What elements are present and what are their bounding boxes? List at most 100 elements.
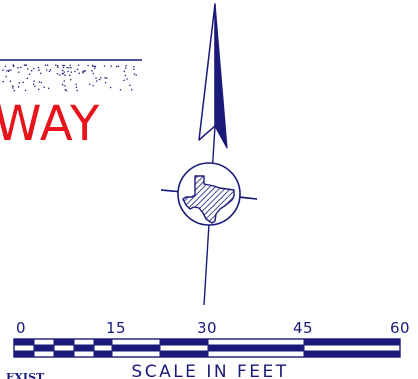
stipple-dot — [126, 78, 128, 80]
stipple-dot — [95, 80, 98, 82]
stipple-dot — [92, 65, 94, 68]
stipple-dot — [40, 81, 43, 84]
stipple-dot — [115, 65, 118, 68]
scale-bar-segment — [13, 350, 35, 358]
stipple-dot — [33, 67, 35, 70]
stipple-dot — [30, 70, 33, 72]
stipple-dot — [69, 64, 71, 66]
scale-bar-segment — [33, 350, 55, 358]
north-arrow-open-half — [198, 3, 216, 141]
stipple-dot — [95, 77, 97, 79]
stipple-dot — [74, 70, 76, 73]
stipple-dot — [123, 70, 126, 73]
scale-bar-segment — [111, 338, 161, 346]
scale-bar-segment — [111, 350, 161, 358]
stipple-dot — [38, 81, 41, 83]
stipple-dot — [37, 66, 40, 69]
stipple-dot — [6, 69, 8, 72]
stipple-dot — [65, 89, 68, 92]
corner-label: EXIST — [6, 371, 45, 379]
stipple-dot — [104, 76, 106, 79]
stipple-dot — [87, 64, 89, 67]
stipple-dot — [75, 83, 77, 86]
stipple-dot — [17, 71, 20, 73]
scale-bar-segment — [73, 344, 95, 352]
stipple-dot — [61, 83, 64, 86]
scale-bar-segment — [159, 344, 209, 352]
scale-caption: SCALE IN FEET — [131, 362, 288, 379]
stipple-dot — [9, 80, 12, 82]
scale-bar-segment — [207, 344, 305, 352]
stipple-dot — [38, 88, 40, 90]
stipple-dot — [24, 89, 27, 92]
texas-state-outline-icon — [182, 175, 235, 224]
stipple-dot — [47, 87, 50, 89]
stipple-dot — [76, 68, 79, 71]
stipple-dot — [32, 83, 35, 86]
stipple-dot — [133, 66, 135, 68]
stipple-dot — [98, 78, 101, 81]
scale-bar-segment — [53, 350, 75, 358]
stipple-dot — [117, 65, 120, 67]
stipple-dot — [61, 69, 64, 72]
stipple-dot — [12, 87, 14, 89]
stipple-dot — [83, 70, 86, 72]
stipple-dot — [88, 83, 91, 86]
stipple-dot — [43, 86, 45, 89]
stipple-dot — [92, 72, 95, 75]
stipple-dot — [63, 64, 65, 67]
stipple-dot — [38, 69, 40, 71]
stipple-dot — [13, 89, 16, 92]
stipple-dot — [105, 77, 108, 79]
stipple-dot — [62, 64, 64, 67]
scale-bar-segment — [303, 344, 401, 352]
scale-bar-segment — [159, 338, 209, 346]
stipple-dot — [63, 71, 65, 73]
stipple-dot — [64, 85, 66, 87]
scale-bar-segments — [13, 338, 401, 358]
stipple-dot — [78, 72, 81, 74]
stipple-dot — [133, 68, 135, 71]
north-arrow-solid-half — [214, 3, 228, 149]
stipple-dot — [70, 71, 73, 73]
stipple-dot — [103, 65, 106, 67]
stipple-dot — [135, 74, 137, 76]
scale-bar-segment — [53, 344, 75, 352]
stipple-dot — [57, 66, 59, 69]
stipple-dot — [76, 89, 78, 92]
scale-bar-segment — [93, 338, 113, 346]
stipple-dot — [17, 66, 19, 69]
stipple-dot — [124, 74, 127, 77]
stipple-dot — [119, 88, 122, 91]
stipple-dot — [77, 64, 80, 66]
scale-bar-segment — [73, 350, 95, 358]
stipple-dot — [125, 64, 127, 67]
scale-bar-segment — [13, 344, 35, 352]
stipple-dot — [110, 65, 112, 67]
stipple-dot — [124, 67, 127, 69]
stipple-dot — [56, 73, 59, 75]
stipple-dot — [68, 67, 70, 69]
stipple-dot — [33, 80, 35, 82]
stipple-dot — [69, 79, 72, 81]
scale-bar-segment — [93, 344, 113, 352]
scale-bar-segment — [53, 338, 75, 346]
scale-bar-segment — [159, 350, 209, 358]
stipple-dot — [26, 68, 29, 70]
stipple-dot — [68, 74, 71, 77]
stipple-dot — [18, 82, 21, 84]
stipple-dot — [109, 86, 112, 89]
stipple-dot — [44, 64, 47, 66]
stipple-dot — [10, 69, 12, 71]
stipple-dot — [20, 66, 22, 69]
stipple-dot — [64, 88, 67, 91]
stipple-dot — [2, 69, 4, 71]
stipple-dot — [59, 74, 61, 76]
stipple-dot — [26, 77, 29, 80]
pavement-stipple — [2, 64, 137, 92]
stipple-dot — [45, 69, 48, 71]
stipple-dot — [22, 81, 24, 83]
stipple-dot — [39, 72, 42, 75]
scale-tick-label-60: 60 — [390, 319, 410, 337]
